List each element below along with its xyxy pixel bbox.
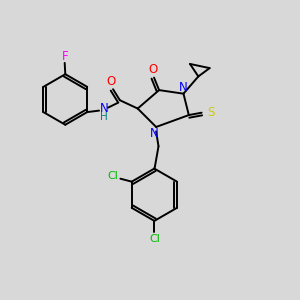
Text: N: N (179, 81, 188, 94)
Text: Cl: Cl (149, 234, 160, 244)
Text: O: O (148, 63, 157, 76)
Text: N: N (100, 102, 109, 115)
Text: S: S (207, 106, 214, 119)
Text: H: H (100, 112, 108, 122)
Text: N: N (150, 127, 159, 140)
Text: O: O (106, 75, 116, 88)
Text: F: F (61, 50, 68, 64)
Text: Cl: Cl (108, 171, 119, 181)
